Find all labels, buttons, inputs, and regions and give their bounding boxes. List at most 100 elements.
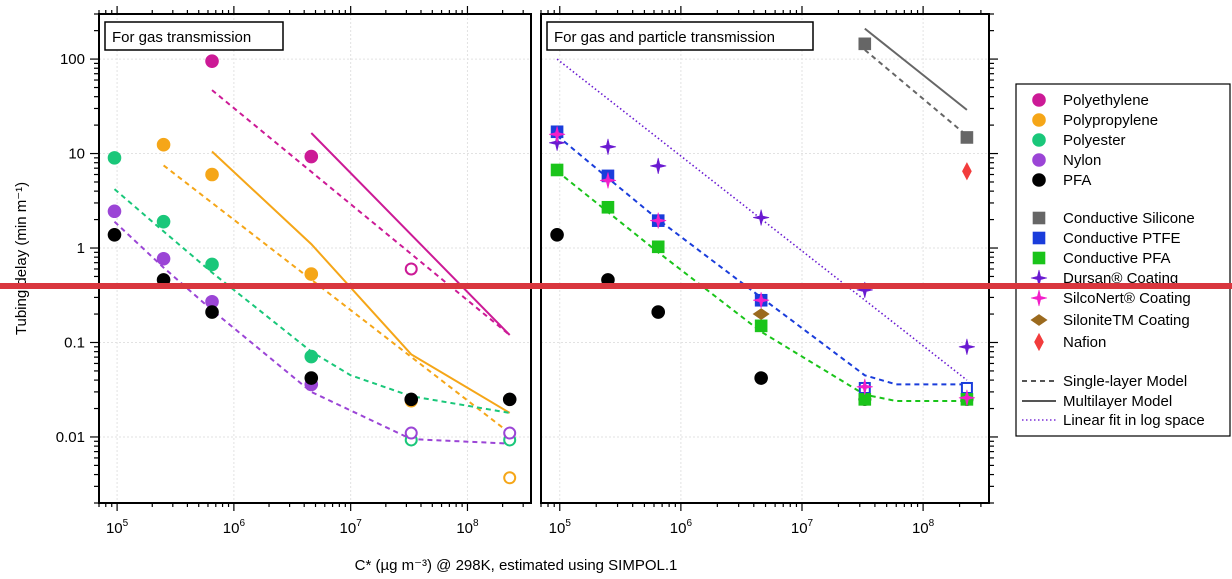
- data-point: [205, 305, 219, 319]
- data-point: [958, 389, 975, 406]
- model-line-single-layer: [113, 220, 510, 445]
- plot-frame: [540, 13, 990, 504]
- model-line-single-layer: [864, 49, 968, 137]
- data-point: [107, 228, 122, 242]
- y-tick-label: 100: [60, 51, 85, 68]
- legend-label: Nafion: [1063, 334, 1106, 351]
- axis-ticks: [90, 6, 524, 511]
- data-point: [752, 308, 770, 320]
- legend-box: [1015, 83, 1231, 437]
- x-axis-title: C* (µg m⁻³) @ 298K, estimated using SIMP…: [355, 557, 678, 574]
- x-tick-label: 106: [223, 518, 246, 537]
- legend-label: Polypropylene: [1063, 112, 1158, 129]
- legend-label: Single-layer Model: [1063, 373, 1187, 390]
- y-tick-label: 1: [77, 240, 85, 257]
- legend-label: Conductive Silicone: [1063, 210, 1195, 227]
- x-tick-label: 108: [912, 518, 935, 537]
- data-point: [651, 240, 665, 254]
- x-tick-label: 107: [340, 518, 363, 537]
- data-point: [107, 204, 122, 219]
- data-point: [156, 214, 171, 229]
- legend-label: Multilayer Model: [1063, 393, 1172, 410]
- legend-label: PFA: [1063, 172, 1091, 189]
- plot-panel-1: 105 106 107 108 0.01 0.1 1 10 100 For gas transmi…: [56, 6, 532, 537]
- data-point: [754, 371, 768, 385]
- data-point: [404, 392, 419, 407]
- legend-marker: [1032, 113, 1046, 127]
- data-point: [960, 131, 974, 144]
- model-line-multilayer: [211, 150, 511, 414]
- legend-marker: [1032, 133, 1046, 147]
- data-point: [550, 163, 564, 177]
- data-point: [304, 149, 319, 164]
- legend-marker: [1032, 173, 1046, 187]
- data-point: [858, 37, 872, 51]
- model-line-single-layer: [162, 164, 511, 434]
- data-point: [599, 138, 617, 155]
- data-point: [650, 212, 667, 229]
- legend-marker: [1030, 314, 1048, 326]
- legend-label: Polyethylene: [1063, 92, 1149, 109]
- data-point: [549, 134, 566, 151]
- data-point: [205, 257, 219, 272]
- legend-marker: [1034, 332, 1044, 352]
- data-point: [404, 426, 418, 440]
- legend-marker: [1032, 153, 1046, 167]
- data-points: [549, 37, 975, 406]
- data-point: [549, 126, 566, 143]
- data-point: [156, 137, 171, 152]
- data-point: [753, 209, 770, 226]
- model-line-multilayer: [310, 132, 511, 336]
- data-point: [503, 426, 517, 440]
- legend-marker: [1032, 211, 1046, 225]
- legend-label: Polyester: [1063, 132, 1126, 149]
- plot-panel-2: 105 106 107 108 For gas and particle transmi…: [540, 6, 998, 537]
- data-point: [304, 371, 319, 385]
- legend-label: Nylon: [1063, 152, 1101, 169]
- model-line-single-layer: [211, 89, 511, 336]
- data-point: [601, 200, 615, 214]
- x-tick-label: 108: [456, 518, 479, 537]
- legend-label: Linear fit in log space: [1063, 412, 1205, 429]
- legend-marker: [1032, 231, 1046, 245]
- grid: [541, 14, 989, 503]
- data-points: [107, 54, 517, 485]
- x-tick-label: 105: [106, 518, 129, 537]
- data-point: [550, 228, 564, 242]
- data-point: [304, 349, 319, 364]
- x-tick-label: 107: [791, 518, 814, 537]
- data-point: [858, 393, 872, 406]
- data-point: [304, 267, 319, 281]
- data-point: [754, 319, 768, 333]
- horizontal-overlay-line: [0, 283, 1232, 289]
- legend-label: Conductive PTFE: [1063, 230, 1181, 247]
- panel-label-text: For gas transmission: [112, 29, 251, 46]
- data-point: [856, 378, 873, 395]
- panel-label-box: [104, 21, 284, 51]
- y-tick-label: 0.01: [56, 429, 85, 446]
- data-point: [599, 172, 617, 189]
- data-point: [205, 54, 219, 68]
- model-lines: [113, 89, 511, 445]
- data-point: [107, 151, 122, 165]
- data-point: [962, 162, 972, 181]
- legend-label: SilcoNert® Coating: [1063, 290, 1191, 307]
- legend-label: Dursan® Coating: [1063, 270, 1178, 287]
- data-point: [502, 392, 517, 407]
- legend-marker: [1032, 251, 1046, 265]
- axis-ticks: [540, 6, 998, 511]
- model-line-single-layer: [556, 134, 967, 386]
- panel-label-text: For gas and particle transmission: [554, 29, 775, 46]
- data-point: [503, 471, 517, 485]
- data-point: [156, 251, 171, 266]
- legend: Polyethylene Polypropylene Polyester Nylon P…: [1015, 83, 1231, 437]
- panel-label: For gas and particle transmission: [546, 21, 814, 51]
- data-point: [205, 167, 219, 182]
- data-point: [753, 292, 770, 309]
- data-point: [651, 305, 666, 319]
- legend-marker: [1032, 93, 1046, 107]
- legend-label: SiloniteTM Coating: [1063, 312, 1190, 329]
- x-tick-label: 105: [549, 518, 572, 537]
- y-tick-label: 10: [68, 146, 85, 163]
